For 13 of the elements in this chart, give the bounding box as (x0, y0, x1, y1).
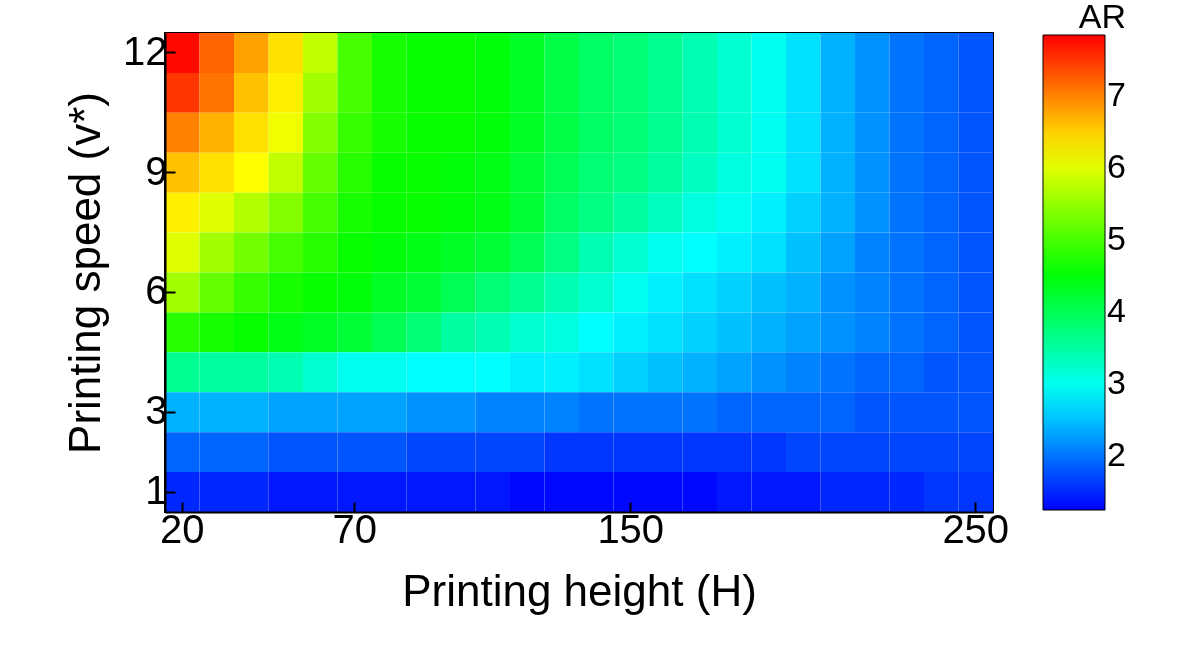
x-tick-label: 150 (597, 506, 665, 551)
color-bar-label: 5 (1107, 219, 1126, 258)
color-bar-label: 7 (1107, 75, 1126, 114)
y-axis-title: Printing speed (v*) (60, 92, 110, 454)
y-tick-label: 12 (123, 28, 168, 73)
color-bar-label: 4 (1107, 291, 1126, 330)
x-tick-label: 250 (942, 506, 1010, 551)
color-bar-label: 2 (1107, 435, 1126, 474)
color-bar-label: 6 (1107, 147, 1126, 186)
color-bar-label: 3 (1107, 363, 1126, 402)
color-bar-title: AR (1078, 0, 1126, 35)
x-tick-label: 70 (332, 506, 377, 551)
x-axis-title: Printing height (H) (402, 565, 757, 615)
